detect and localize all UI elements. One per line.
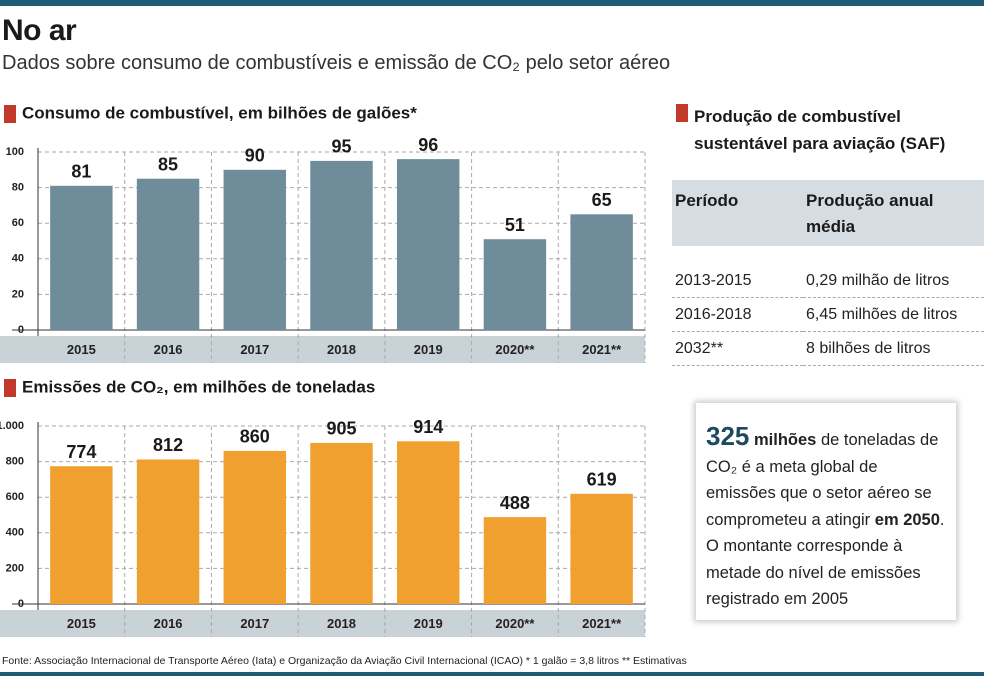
x-tick-label: 2020** [495, 616, 535, 631]
bar [50, 185, 113, 330]
header-cell: Período [672, 180, 803, 246]
y-tick-label: 80 [12, 182, 24, 194]
callout-text: de toneladas de CO₂ é a meta global de e… [706, 431, 939, 529]
y-tick-label: 600 [6, 491, 24, 503]
bar [136, 178, 200, 330]
value-label: 914 [413, 417, 443, 437]
value-label: 85 [158, 154, 178, 174]
x-tick-label: 2021** [582, 616, 622, 631]
value-label: 774 [66, 442, 96, 462]
cell: 2032** [672, 331, 803, 366]
table-row: 2032** 8 bilhões de litros [672, 331, 984, 366]
callout-emphasis: em 2050 [874, 510, 940, 529]
bar [483, 239, 547, 330]
bar [570, 493, 633, 604]
x-tick-label: 2021** [582, 342, 622, 357]
value-label: 90 [245, 146, 265, 166]
title: No ar [2, 14, 77, 47]
y-tick-label: 400 [6, 527, 24, 539]
subtitle: Dados sobre consumo de combustíveis e em… [2, 52, 671, 74]
bar [310, 160, 373, 330]
x-tick-label: 2018 [327, 616, 356, 631]
x-tick-label: 2015 [67, 616, 96, 631]
bar [223, 450, 287, 604]
y-tick-label: 800 [6, 456, 24, 468]
x-tick-label: 2020** [495, 342, 535, 357]
y-tick-label: 20 [12, 288, 24, 300]
value-label: 51 [505, 215, 525, 235]
section-marker [676, 104, 688, 122]
section-marker [4, 379, 16, 397]
y-tick-label: 1.000 [0, 420, 24, 432]
callout-text: . O montante corresponde à metade do nív… [706, 510, 945, 609]
top-bar [0, 0, 984, 6]
value-label: 905 [326, 419, 356, 439]
x-tick-label: 2016 [154, 616, 183, 631]
y-tick-label: 60 [12, 217, 24, 229]
bottom-bar [0, 672, 984, 676]
header-cell: Produção anual média [803, 180, 984, 246]
table-row: 2013-2015 0,29 milhão de litros [672, 246, 984, 298]
value-label: 95 [331, 137, 351, 157]
category-band [0, 610, 645, 637]
callout-number: 325 [706, 421, 750, 451]
value-label: 81 [71, 162, 91, 182]
cell: 6,45 milhões de litros [803, 297, 984, 332]
x-tick-label: 2017 [240, 342, 269, 357]
table-title: Produção de combustível sustentável para… [694, 107, 946, 153]
cell: 2016-2018 [672, 297, 803, 332]
bar [310, 442, 373, 604]
value-label: 488 [500, 493, 530, 513]
bar [483, 517, 547, 604]
cell: 8 bilhões de litros [803, 331, 984, 366]
x-tick-label: 2018 [327, 342, 356, 357]
section-marker [4, 105, 16, 123]
callout-unit: milhões [753, 431, 817, 449]
bar [223, 169, 287, 330]
table-row: 2016-2018 6,45 milhões de litros [672, 297, 984, 332]
category-band [0, 336, 645, 363]
y-tick-label: 200 [6, 562, 24, 574]
bar [570, 214, 633, 330]
y-tick-label: 40 [12, 253, 24, 265]
value-label: 96 [418, 135, 438, 155]
bar [50, 466, 113, 604]
charts: Consumo de combustível, em bilhões de ga… [0, 103, 646, 637]
chart-title: Emissões de CO₂, em milhões de toneladas [22, 377, 375, 396]
chart-title: Consumo de combustível, em bilhões de ga… [22, 103, 417, 122]
value-label: 860 [240, 427, 270, 447]
cell: 0,29 milhão de litros [803, 246, 984, 298]
value-label: 812 [153, 435, 183, 455]
bar [136, 459, 200, 604]
value-label: 619 [587, 470, 617, 490]
bar [396, 441, 460, 604]
saf-table: Período Produção anual média 2013-2015 0,… [672, 180, 984, 366]
cell: 2013-2015 [672, 246, 803, 298]
source: Fonte: Associação Internacional de Trans… [2, 655, 687, 667]
bar [396, 159, 460, 330]
x-tick-label: 2015 [67, 342, 96, 357]
x-tick-label: 2019 [414, 616, 443, 631]
value-label: 65 [592, 190, 612, 210]
x-tick-label: 2019 [414, 342, 443, 357]
x-tick-label: 2016 [154, 342, 183, 357]
callout: 325 milhões de toneladas de CO₂ é a meta… [696, 403, 956, 620]
y-tick-label: 100 [6, 146, 24, 158]
x-tick-label: 2017 [240, 616, 269, 631]
table-header: Período Produção anual média [672, 180, 984, 246]
